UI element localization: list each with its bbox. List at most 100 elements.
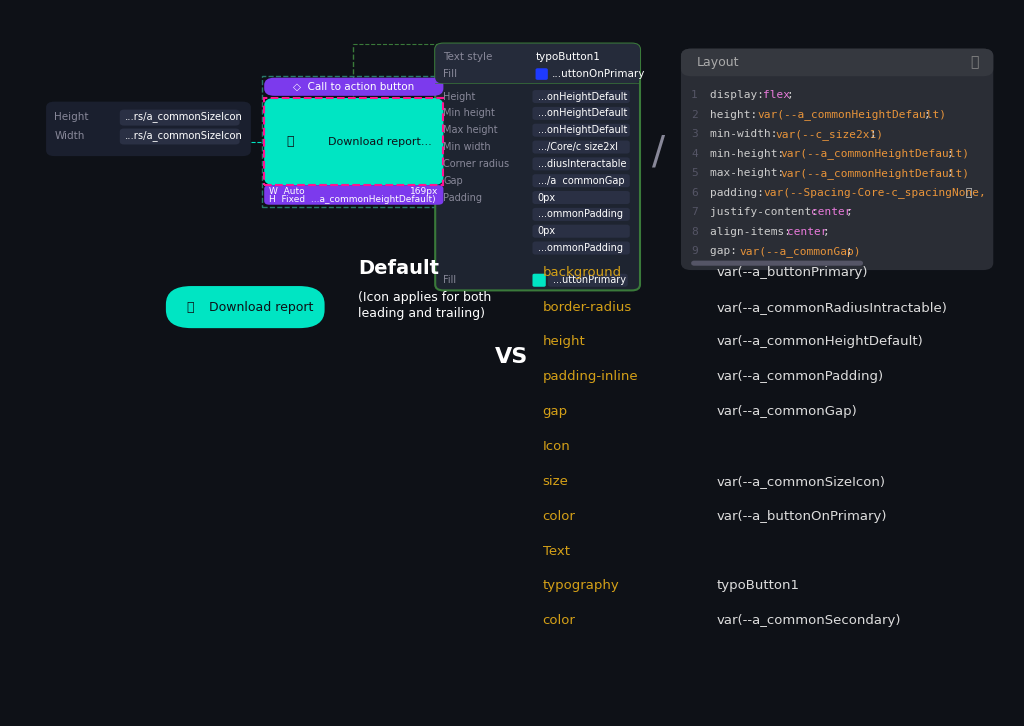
Text: Height: Height <box>54 112 89 122</box>
FancyBboxPatch shape <box>532 174 630 187</box>
Text: height:: height: <box>710 110 764 120</box>
Text: min-height:: min-height: <box>710 149 791 159</box>
Text: ;: ; <box>786 90 794 100</box>
Text: H  Fixed  ...a_commonHeightDefault): H Fixed ...a_commonHeightDefault) <box>269 195 436 204</box>
Text: Icon: Icon <box>543 440 570 453</box>
Text: Download report: Download report <box>209 301 313 314</box>
FancyBboxPatch shape <box>532 191 630 204</box>
Text: 7: 7 <box>691 207 698 217</box>
FancyBboxPatch shape <box>435 44 640 290</box>
FancyBboxPatch shape <box>166 286 325 328</box>
Text: justify-content:: justify-content: <box>710 207 824 217</box>
FancyBboxPatch shape <box>532 123 630 136</box>
Text: ⤓: ⤓ <box>186 301 194 314</box>
Text: Width: Width <box>54 131 85 141</box>
FancyBboxPatch shape <box>532 107 630 120</box>
Text: flex: flex <box>763 90 791 100</box>
FancyBboxPatch shape <box>532 90 630 103</box>
Text: Download report...: Download report... <box>328 136 431 147</box>
FancyBboxPatch shape <box>532 224 630 237</box>
Text: align-items:: align-items: <box>710 227 798 237</box>
Text: border-radius: border-radius <box>543 301 632 314</box>
Text: Max height: Max height <box>443 125 498 135</box>
Text: Default: Default <box>358 259 439 278</box>
Text: Text: Text <box>543 544 569 558</box>
Text: ;: ; <box>822 227 829 237</box>
Text: ...rs/a_commonSizeIcon: ...rs/a_commonSizeIcon <box>125 130 243 142</box>
Text: var(--a_commonRadiusIntractable): var(--a_commonRadiusIntractable) <box>717 301 947 314</box>
FancyBboxPatch shape <box>532 141 630 154</box>
Text: min-width:: min-width: <box>710 129 784 139</box>
Text: height: height <box>543 335 586 348</box>
Text: Height: Height <box>443 91 476 102</box>
Text: ...uttonOnPrimary: ...uttonOnPrimary <box>552 69 645 79</box>
Text: ...uttonPrimary: ...uttonPrimary <box>553 275 626 285</box>
Text: var(--a_commonHeightDefault): var(--a_commonHeightDefault) <box>781 148 970 159</box>
Text: color: color <box>543 614 575 627</box>
Text: background: background <box>543 266 622 279</box>
FancyBboxPatch shape <box>691 261 863 266</box>
Text: ;: ; <box>947 149 954 159</box>
Text: /: / <box>652 134 666 171</box>
Text: ;: ; <box>846 246 853 256</box>
Text: Fill: Fill <box>443 69 458 79</box>
FancyBboxPatch shape <box>264 78 443 96</box>
Text: Corner radius: Corner radius <box>443 159 510 169</box>
Text: 0px: 0px <box>538 227 556 236</box>
Text: W  Auto: W Auto <box>269 187 305 195</box>
Text: ;: ; <box>924 110 930 120</box>
Text: ⓘ: ⓘ <box>959 188 973 197</box>
Text: var(--a_commonSecondary): var(--a_commonSecondary) <box>717 614 901 627</box>
Text: ;: ; <box>846 207 853 217</box>
Text: 169px: 169px <box>410 187 438 195</box>
Text: display:: display: <box>710 90 770 100</box>
Text: typoButton1: typoButton1 <box>717 579 800 592</box>
Text: (Icon applies for both: (Icon applies for both <box>358 291 492 304</box>
Text: var(--a_commonHeightDefault): var(--a_commonHeightDefault) <box>781 168 970 179</box>
Text: ...ommonPadding: ...ommonPadding <box>538 209 623 219</box>
Text: var(--a_buttonPrimary): var(--a_buttonPrimary) <box>717 266 868 279</box>
Text: ...onHeightDefault: ...onHeightDefault <box>538 125 627 135</box>
FancyBboxPatch shape <box>264 98 443 185</box>
FancyBboxPatch shape <box>532 242 630 255</box>
Text: 0px: 0px <box>538 192 556 203</box>
FancyBboxPatch shape <box>120 129 240 144</box>
FancyBboxPatch shape <box>536 68 548 80</box>
Text: 3: 3 <box>691 129 698 139</box>
FancyBboxPatch shape <box>532 158 630 171</box>
Text: 8: 8 <box>691 227 698 237</box>
FancyBboxPatch shape <box>681 49 993 270</box>
Text: var(--a_commonGap): var(--a_commonGap) <box>717 405 857 418</box>
Text: size: size <box>543 475 568 488</box>
Text: 9: 9 <box>691 246 698 256</box>
Text: 1: 1 <box>691 90 698 100</box>
Text: VS: VS <box>496 347 528 367</box>
Text: ◇  Call to action button: ◇ Call to action button <box>293 82 415 91</box>
Text: typoButton1: typoButton1 <box>536 52 600 62</box>
Text: 2: 2 <box>691 110 698 120</box>
Text: gap: gap <box>543 405 568 418</box>
Text: Min width: Min width <box>443 142 492 152</box>
FancyBboxPatch shape <box>120 110 240 126</box>
Text: Padding: Padding <box>443 192 482 203</box>
Text: ...onHeightDefault: ...onHeightDefault <box>538 108 627 118</box>
Text: var(--a_commonHeightDefault): var(--a_commonHeightDefault) <box>757 109 946 120</box>
Text: var(--a_commonHeightDefault): var(--a_commonHeightDefault) <box>717 335 924 348</box>
FancyBboxPatch shape <box>435 44 640 83</box>
Text: .../Core/c size2xl: .../Core/c size2xl <box>538 142 617 152</box>
Text: typography: typography <box>543 579 620 592</box>
Text: Gap: Gap <box>443 176 463 186</box>
Text: padding-inline: padding-inline <box>543 370 638 383</box>
Text: ;: ; <box>870 129 877 139</box>
Text: center: center <box>786 227 827 237</box>
Text: var(--a_commonGap): var(--a_commonGap) <box>739 246 861 257</box>
Text: Text style: Text style <box>443 52 493 62</box>
FancyBboxPatch shape <box>532 208 630 221</box>
Text: ...ommonPadding: ...ommonPadding <box>538 243 623 253</box>
Text: padding:: padding: <box>710 188 770 197</box>
Text: 5: 5 <box>691 168 698 178</box>
Text: ...rs/a_commonSizeIcon: ...rs/a_commonSizeIcon <box>125 111 243 123</box>
Text: gap:: gap: <box>710 246 743 256</box>
Text: Min height: Min height <box>443 108 496 118</box>
Text: var(--c_size2x1): var(--c_size2x1) <box>775 129 883 139</box>
